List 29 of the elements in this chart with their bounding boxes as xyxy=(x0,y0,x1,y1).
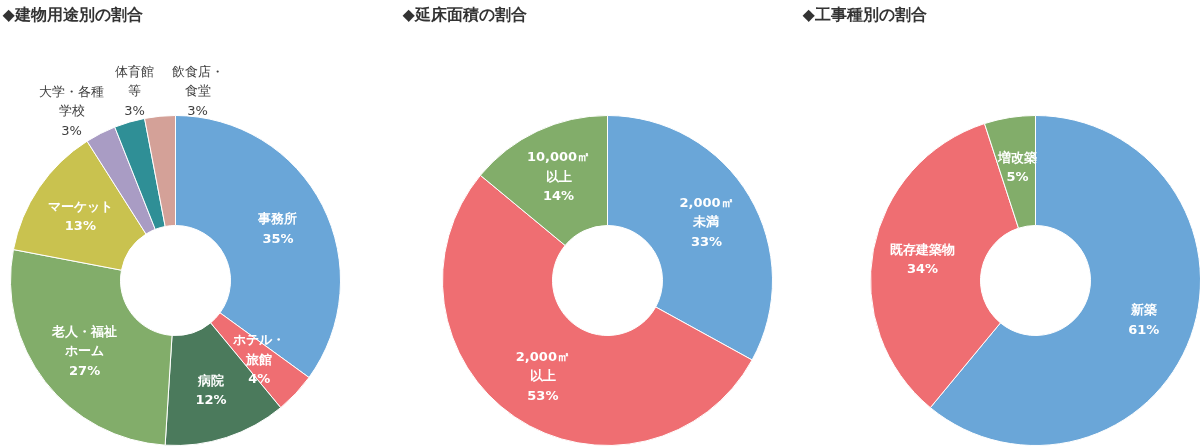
slice-label: 2,000㎡未満 xyxy=(679,194,734,230)
slice-label: 老人・福祉ホーム xyxy=(51,323,118,359)
data-label: 53% xyxy=(527,387,559,403)
slice-label: 飲食店・食堂 xyxy=(171,63,224,98)
data-label: 13% xyxy=(64,218,96,234)
slice-label: 既存建築物 xyxy=(890,241,956,257)
slice-label: マーケット xyxy=(47,198,113,214)
slice-label: 事務所 xyxy=(257,211,298,227)
data-label: 61% xyxy=(1128,321,1160,337)
data-label: 14% xyxy=(542,188,575,204)
slice-label: 2,000㎡以上 xyxy=(515,348,570,384)
slice-label: ホテル・旅館 xyxy=(232,332,286,367)
chart-title: ◆建物用途別の割合 xyxy=(2,5,143,24)
data-label: 35% xyxy=(262,230,294,246)
data-label: 33% xyxy=(690,233,723,249)
data-label: 3% xyxy=(187,102,208,118)
chart-title: ◆延床面積の割合 xyxy=(402,5,527,24)
data-label: 3% xyxy=(61,122,82,138)
chart-title: ◆工事種別の割合 xyxy=(802,5,927,24)
data-label: 34% xyxy=(906,261,939,277)
slice-label: 新築 xyxy=(1129,302,1157,318)
data-label: 3% xyxy=(124,102,145,118)
slice-label: 大学・各種学校 xyxy=(39,83,104,118)
data-label: 5% xyxy=(1006,169,1029,185)
slice-label: 病院 xyxy=(197,372,225,388)
data-label: 12% xyxy=(195,392,227,408)
data-label: 27% xyxy=(69,362,101,378)
slice-label: 体育館等 xyxy=(115,63,154,98)
slice-label: 10,000㎡以上 xyxy=(526,149,591,184)
